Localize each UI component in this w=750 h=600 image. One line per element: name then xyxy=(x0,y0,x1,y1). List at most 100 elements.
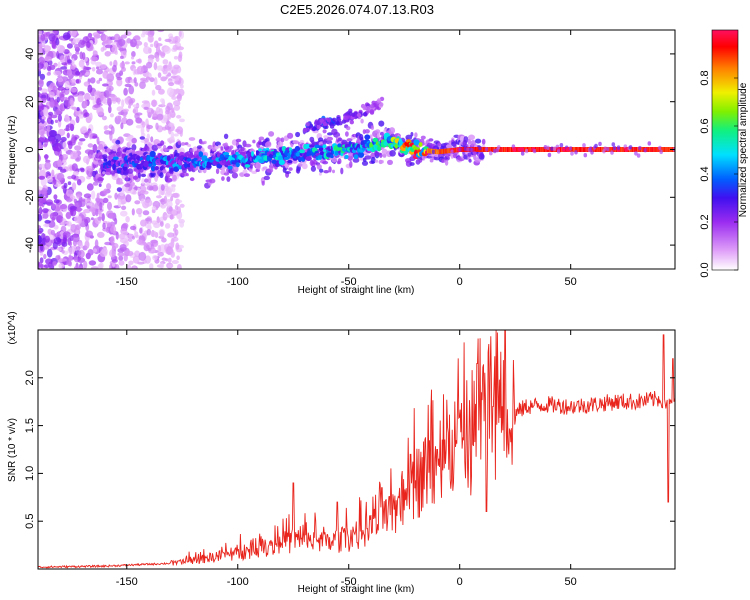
snr-y-tick-label: 1.0 xyxy=(24,466,36,481)
band-point xyxy=(172,174,178,181)
noise-point xyxy=(87,249,94,256)
noise-point xyxy=(52,261,57,266)
ridge-point xyxy=(481,147,483,152)
band-point xyxy=(370,156,376,164)
noise-point xyxy=(78,138,86,142)
noise-point xyxy=(105,39,113,44)
noise-point xyxy=(87,143,94,148)
noise-point xyxy=(150,230,157,238)
noise-point xyxy=(44,235,50,243)
noise-point xyxy=(57,86,65,91)
snr-multiplier-label: (x10^4) xyxy=(7,311,18,344)
noise-point xyxy=(53,194,58,200)
ridge-point xyxy=(609,147,611,152)
noise-point xyxy=(156,219,161,223)
noise-point xyxy=(38,206,43,215)
ridge-point xyxy=(650,147,652,152)
noise-point xyxy=(140,219,147,227)
noise-point xyxy=(132,255,140,264)
ridge-point xyxy=(322,144,327,149)
ridge-point xyxy=(506,147,509,152)
band-point xyxy=(448,140,453,146)
noise-point xyxy=(155,84,162,91)
noise-point xyxy=(157,244,162,253)
ridge-point xyxy=(437,149,439,155)
noise-point xyxy=(41,187,47,196)
noise-point xyxy=(40,242,44,252)
band-point xyxy=(316,164,322,170)
noise-point xyxy=(121,230,129,236)
band-point xyxy=(288,167,293,171)
noise-point xyxy=(53,70,62,76)
band-point xyxy=(328,166,332,173)
noise-point xyxy=(45,258,53,265)
noise-point xyxy=(156,195,162,199)
noise-point xyxy=(60,97,69,101)
noise-point xyxy=(128,98,134,106)
noise-point xyxy=(116,106,124,112)
noise-point xyxy=(68,141,73,150)
noise-point xyxy=(80,111,84,115)
branch-point xyxy=(316,124,321,130)
noise-point xyxy=(144,183,150,187)
noise-point xyxy=(67,247,75,255)
band-point xyxy=(588,146,593,151)
noise-point xyxy=(131,51,136,58)
band-point xyxy=(296,167,301,174)
noise-point xyxy=(90,266,99,269)
noise-point xyxy=(71,106,78,110)
ridge-point xyxy=(665,147,667,152)
colorbar-tick-label: 0.2 xyxy=(699,214,711,229)
band-point xyxy=(277,141,284,147)
ridge-point xyxy=(597,147,599,152)
noise-point xyxy=(125,216,130,223)
noise-point xyxy=(167,264,174,268)
snr-y-tick-label: 2.0 xyxy=(24,370,36,385)
band-point xyxy=(165,177,173,183)
ridge-point xyxy=(147,154,151,162)
ridge-point xyxy=(669,147,671,152)
noise-point xyxy=(38,122,46,127)
branch-point xyxy=(319,118,324,123)
noise-point xyxy=(158,88,165,95)
ridge-point xyxy=(118,167,123,171)
noise-point xyxy=(69,38,74,42)
ridge-point xyxy=(540,147,542,152)
ridge-peak-point xyxy=(520,147,525,152)
noise-point xyxy=(153,62,158,71)
ridge-point xyxy=(446,148,449,154)
band-point xyxy=(203,140,207,145)
noise-point xyxy=(170,195,174,202)
snr-frame xyxy=(37,329,676,570)
noise-point xyxy=(38,214,43,222)
noise-point xyxy=(46,124,50,132)
noise-point xyxy=(110,225,117,234)
noise-point xyxy=(95,91,102,96)
noise-point xyxy=(84,240,90,249)
ridge-point xyxy=(528,147,530,152)
noise-point xyxy=(123,87,128,96)
band-point xyxy=(262,166,268,170)
noise-point xyxy=(65,211,72,220)
noise-point xyxy=(132,104,140,108)
band-point xyxy=(520,151,525,156)
ridge-point xyxy=(154,166,159,171)
band-point xyxy=(220,146,224,151)
band-point xyxy=(429,158,434,163)
noise-point xyxy=(79,127,88,134)
noise-point xyxy=(177,264,182,269)
noise-point xyxy=(80,168,85,173)
noise-point xyxy=(123,113,127,118)
ridge-point xyxy=(103,158,108,162)
ridge-point xyxy=(258,158,265,164)
noise-point xyxy=(109,61,113,66)
noise-point xyxy=(71,58,75,66)
noise-point xyxy=(92,248,98,253)
band-point xyxy=(116,152,124,158)
band-point xyxy=(380,160,384,164)
band-point xyxy=(532,148,537,154)
noise-point xyxy=(173,223,179,229)
colorbar-frame xyxy=(711,29,739,271)
noise-point xyxy=(62,231,71,238)
noise-point xyxy=(144,255,151,264)
